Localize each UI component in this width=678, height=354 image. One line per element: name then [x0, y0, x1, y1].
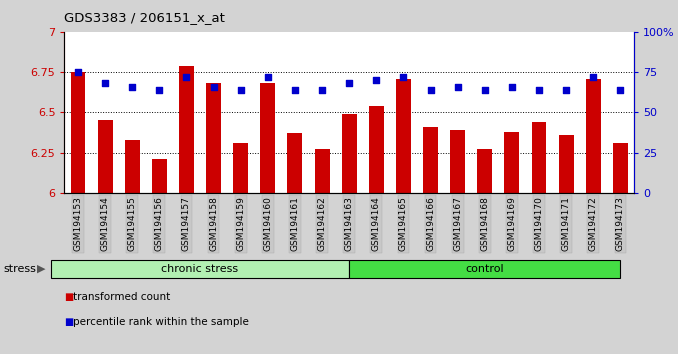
Text: GSM194158: GSM194158 — [209, 196, 218, 251]
Bar — [613, 143, 628, 193]
Point — [452, 84, 463, 90]
Bar — [450, 130, 465, 193]
Point — [398, 74, 409, 80]
Text: GSM194166: GSM194166 — [426, 196, 435, 251]
Text: transformed count: transformed count — [73, 292, 170, 302]
Point — [425, 87, 436, 93]
Point — [127, 84, 138, 90]
Bar — [233, 143, 248, 193]
Point — [588, 74, 599, 80]
Bar — [586, 79, 601, 193]
Point — [534, 87, 544, 93]
Text: GSM194169: GSM194169 — [507, 196, 517, 251]
Bar — [396, 79, 411, 193]
Bar — [206, 84, 221, 193]
Text: GSM194157: GSM194157 — [182, 196, 191, 251]
Point — [235, 87, 246, 93]
Point — [154, 87, 165, 93]
Bar — [504, 132, 519, 193]
Point — [181, 74, 192, 80]
Bar — [287, 133, 302, 193]
Text: GSM194171: GSM194171 — [561, 196, 571, 251]
Point — [73, 69, 83, 75]
Text: GSM194165: GSM194165 — [399, 196, 408, 251]
Text: stress: stress — [3, 264, 36, 274]
Bar — [260, 84, 275, 193]
Text: GSM194173: GSM194173 — [616, 196, 625, 251]
Bar — [342, 114, 357, 193]
Text: GSM194167: GSM194167 — [453, 196, 462, 251]
Bar — [559, 135, 574, 193]
Bar — [369, 106, 384, 193]
Point — [262, 74, 273, 80]
Text: GSM194154: GSM194154 — [100, 196, 110, 251]
Bar — [71, 72, 85, 193]
Text: GSM194159: GSM194159 — [236, 196, 245, 251]
Point — [317, 87, 327, 93]
Text: GDS3383 / 206151_x_at: GDS3383 / 206151_x_at — [64, 11, 225, 24]
Point — [290, 87, 300, 93]
Point — [100, 81, 111, 86]
Bar — [152, 159, 167, 193]
Text: GSM194155: GSM194155 — [127, 196, 137, 251]
Bar — [477, 149, 492, 193]
Text: chronic stress: chronic stress — [161, 264, 239, 274]
Point — [371, 78, 382, 83]
Bar — [423, 127, 438, 193]
Bar — [315, 149, 330, 193]
Text: ■: ■ — [64, 317, 74, 327]
Text: GSM194156: GSM194156 — [155, 196, 164, 251]
Text: GSM194168: GSM194168 — [480, 196, 490, 251]
Text: GSM194163: GSM194163 — [344, 196, 354, 251]
Text: percentile rank within the sample: percentile rank within the sample — [73, 317, 249, 327]
Text: control: control — [466, 264, 504, 274]
Point — [479, 87, 490, 93]
Point — [208, 84, 219, 90]
Point — [615, 87, 626, 93]
Text: ■: ■ — [64, 292, 74, 302]
Text: GSM194162: GSM194162 — [317, 196, 327, 251]
Bar — [125, 140, 140, 193]
Bar — [532, 122, 546, 193]
Bar — [98, 120, 113, 193]
Point — [561, 87, 572, 93]
Bar — [179, 66, 194, 193]
Point — [506, 84, 517, 90]
Text: GSM194164: GSM194164 — [372, 196, 381, 251]
Text: ▶: ▶ — [37, 264, 46, 274]
Text: GSM194161: GSM194161 — [290, 196, 300, 251]
Point — [344, 81, 355, 86]
Text: GSM194160: GSM194160 — [263, 196, 273, 251]
Text: GSM194153: GSM194153 — [73, 196, 83, 251]
Text: GSM194170: GSM194170 — [534, 196, 544, 251]
Text: GSM194172: GSM194172 — [589, 196, 598, 251]
